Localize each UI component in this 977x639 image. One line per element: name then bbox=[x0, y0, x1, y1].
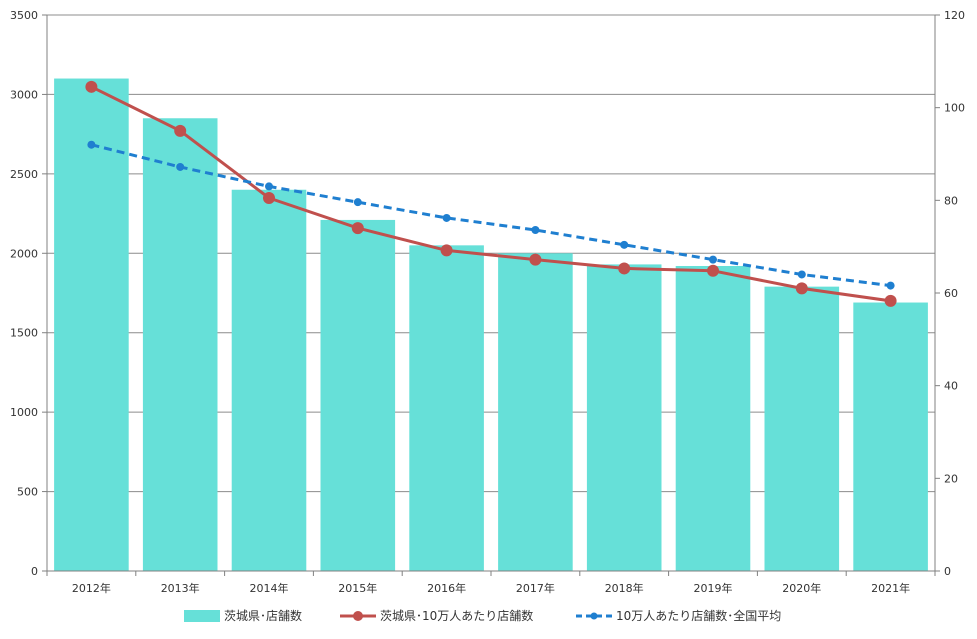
y-left-tick-label: 1500 bbox=[10, 327, 38, 340]
y-left-tick-label: 1000 bbox=[10, 406, 38, 419]
ibaraki-per100k-point bbox=[263, 192, 275, 205]
y-left-tick-label: 3000 bbox=[10, 88, 38, 101]
series-line bbox=[90, 85, 891, 303]
legend-label: 茨城県･10万人あたり店舗数 bbox=[380, 608, 533, 623]
y-right-tick-label: 20 bbox=[944, 472, 958, 485]
tick-labels: 0 500 1000 1500 2000 2500 3000 3500 0 20 40 60 80 100… bbox=[10, 9, 965, 595]
national-average-point bbox=[797, 270, 806, 279]
y-right-tick-label: 80 bbox=[944, 194, 958, 207]
national-average-point bbox=[353, 198, 362, 207]
national-average-point bbox=[442, 213, 451, 222]
y-right-tick-label: 100 bbox=[944, 102, 965, 115]
bar bbox=[320, 219, 396, 571]
y-right-tick-label: 60 bbox=[944, 287, 958, 300]
x-tick-label: 2018年 bbox=[605, 581, 644, 595]
ibaraki-per100k-point bbox=[529, 253, 542, 266]
legend-swatch-marker bbox=[353, 611, 363, 621]
national-average-point bbox=[620, 240, 629, 249]
y-left-tick-label: 0 bbox=[31, 565, 38, 578]
x-tick-label: 2015年 bbox=[338, 581, 377, 595]
ibaraki-per100k-point bbox=[618, 262, 631, 275]
bar bbox=[675, 265, 751, 571]
x-tick-label: 2012年 bbox=[72, 581, 111, 595]
bar bbox=[409, 245, 484, 572]
bar bbox=[764, 286, 840, 571]
legend-swatch-marker bbox=[590, 612, 598, 620]
y-left-tick-label: 2500 bbox=[10, 168, 38, 181]
bar bbox=[142, 118, 218, 571]
national-average-point bbox=[176, 162, 185, 171]
national-average-point bbox=[265, 182, 273, 191]
y-left-tick-label: 500 bbox=[17, 486, 38, 499]
x-tick-label: 2021年 bbox=[871, 581, 910, 595]
legend-swatch-bar bbox=[184, 610, 220, 622]
bar bbox=[54, 78, 129, 572]
x-tick-label: 2017年 bbox=[516, 581, 555, 595]
bar bbox=[853, 302, 928, 571]
series-line bbox=[91, 143, 891, 288]
national-average-point bbox=[886, 281, 895, 290]
ibaraki-per100k-point bbox=[707, 264, 719, 277]
y-right-tick-label: 0 bbox=[944, 565, 951, 578]
x-tick-label: 2016年 bbox=[427, 581, 466, 595]
y-right-tick-label: 120 bbox=[944, 9, 965, 22]
legend-label: 茨城県･店舗数 bbox=[224, 608, 302, 623]
national-average-point bbox=[87, 140, 96, 149]
national-average-point bbox=[709, 255, 717, 264]
line-series bbox=[85, 80, 897, 307]
ibaraki-per100k-point bbox=[795, 282, 808, 295]
x-tick-label: 2020年 bbox=[782, 581, 821, 595]
bar bbox=[498, 253, 573, 572]
y-left-tick-label: 3500 bbox=[10, 9, 38, 22]
ibaraki-per100k-point bbox=[174, 124, 187, 137]
legend-item: 10万人あたり店舗数･全国平均 bbox=[576, 608, 781, 623]
axes bbox=[42, 14, 940, 576]
x-tick-label: 2013年 bbox=[161, 581, 200, 595]
y-right-tick-label: 40 bbox=[944, 380, 958, 393]
legend-item: 茨城県･店舗数 bbox=[184, 608, 302, 623]
x-tick-label: 2019年 bbox=[694, 581, 733, 595]
legend: 茨城県･店舗数 茨城県･10万人あたり店舗数 10万人あたり店舗数･全国平均 bbox=[184, 608, 781, 623]
ibaraki-per100k-point bbox=[884, 294, 897, 307]
bar bbox=[586, 264, 662, 571]
legend-item: 茨城県･10万人あたり店舗数 bbox=[340, 608, 533, 623]
national-average-point bbox=[531, 225, 540, 234]
x-tick-label: 2014年 bbox=[250, 581, 289, 595]
y-left-tick-label: 2000 bbox=[10, 247, 38, 260]
ibaraki-per100k-point bbox=[85, 80, 98, 93]
ibaraki-per100k-point bbox=[440, 244, 453, 257]
ibaraki-per100k-point bbox=[351, 222, 364, 235]
bar-series bbox=[54, 78, 928, 572]
legend-label: 10万人あたり店舗数･全国平均 bbox=[616, 608, 781, 623]
bar bbox=[231, 189, 307, 571]
